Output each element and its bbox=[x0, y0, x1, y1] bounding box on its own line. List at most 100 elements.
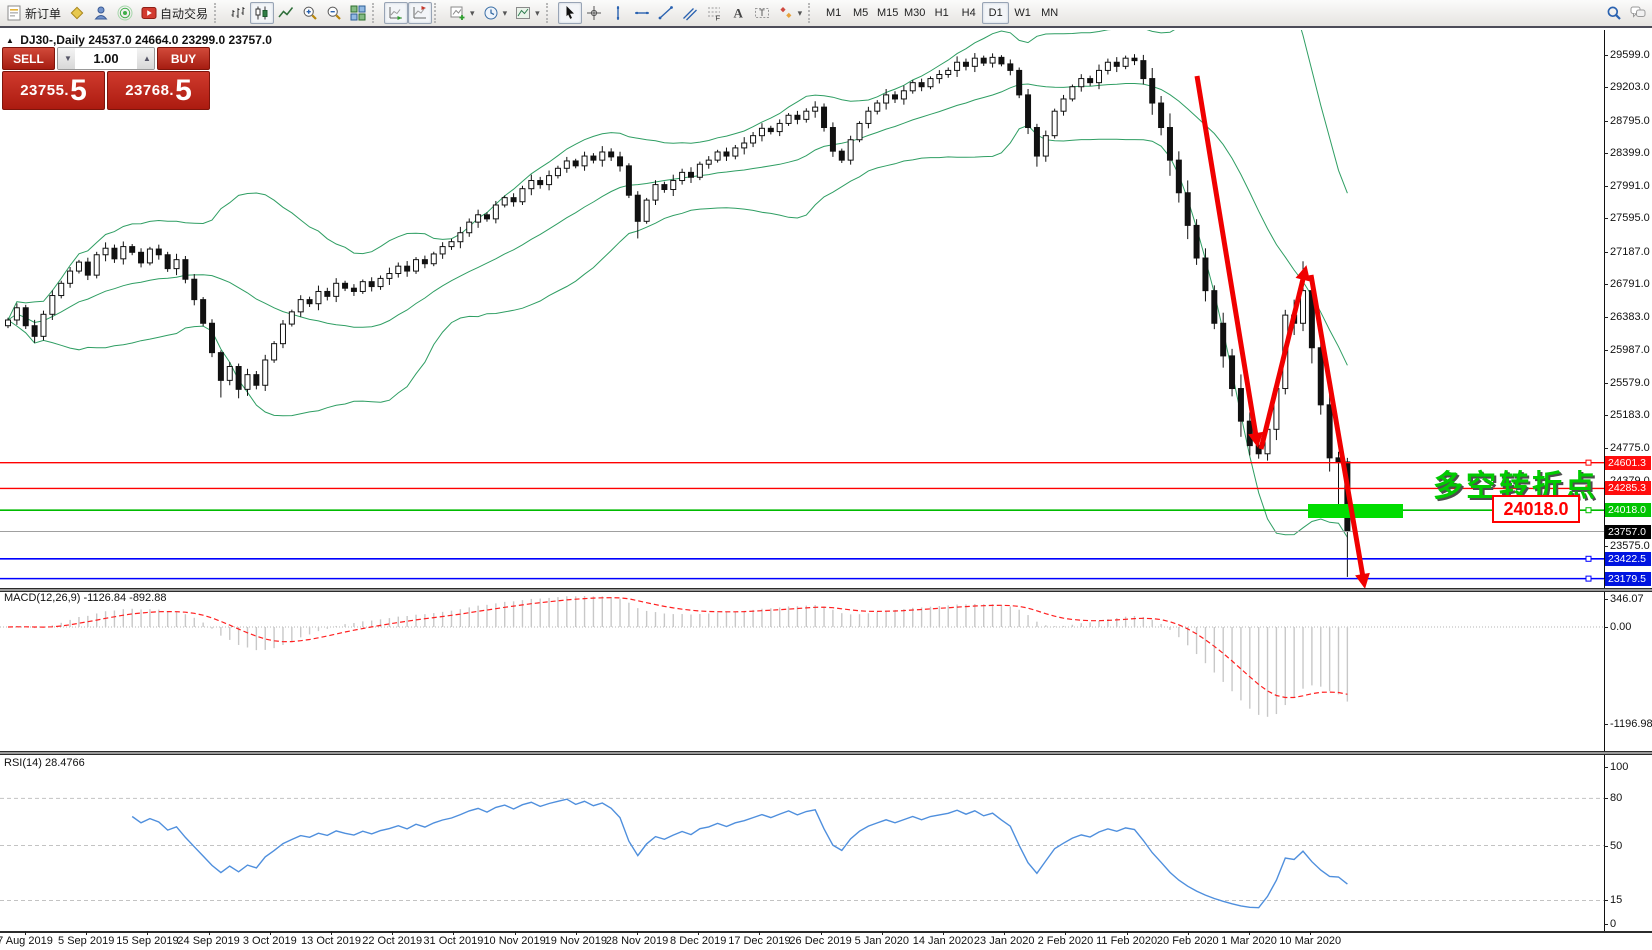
timeframe-m30[interactable]: M30 bbox=[901, 2, 928, 24]
toolbar-grip[interactable] bbox=[545, 3, 554, 23]
cursor-button[interactable] bbox=[557, 2, 582, 24]
macd-axis-label: 346.07 bbox=[1610, 592, 1644, 605]
chevron-down-icon: ▾ bbox=[535, 7, 540, 18]
candles-icon bbox=[255, 6, 268, 20]
bollinger-lower-band[interactable] bbox=[7, 124, 1348, 538]
timeframe-h1[interactable]: H1 bbox=[928, 2, 955, 24]
bar-chart-icon bbox=[231, 7, 245, 18]
svg-text:F: F bbox=[715, 14, 720, 22]
trend-arrow[interactable] bbox=[1194, 75, 1263, 448]
volume-stepper: ▼ ▲ bbox=[57, 47, 155, 70]
line-anchor[interactable] bbox=[1585, 507, 1592, 514]
zoom-in-button[interactable] bbox=[298, 2, 322, 24]
tile-windows-button[interactable] bbox=[346, 2, 370, 24]
zoom-out-button[interactable] bbox=[322, 2, 346, 24]
timeframe-h1-label: H1 bbox=[934, 7, 949, 19]
toolbar-grip[interactable] bbox=[808, 3, 816, 23]
toolbar-grip[interactable] bbox=[434, 3, 442, 23]
horizontal-line-button[interactable] bbox=[630, 2, 654, 24]
buy-button[interactable]: BUY bbox=[157, 47, 210, 70]
sell-button[interactable]: SELL bbox=[2, 47, 55, 70]
timeframe-m1[interactable]: M1 bbox=[820, 2, 847, 24]
crosshair-button[interactable] bbox=[582, 2, 606, 24]
price-badge: 23179.5 bbox=[1605, 571, 1651, 586]
rsi-line[interactable] bbox=[131, 798, 1348, 909]
line-anchor[interactable] bbox=[1585, 485, 1592, 492]
sell-price[interactable]: 23755. 5 bbox=[2, 71, 105, 110]
volume-increase-button[interactable]: ▲ bbox=[137, 48, 154, 69]
chart-shift-icon bbox=[413, 6, 427, 19]
date-axis-label: 3 Oct 2019 bbox=[242, 935, 297, 947]
text-button[interactable]: A bbox=[726, 2, 750, 24]
bar-chart-button[interactable] bbox=[226, 2, 250, 24]
high-value: 24664.0 bbox=[135, 33, 179, 47]
templates-button[interactable]: ▾ bbox=[511, 2, 544, 24]
timeframe-h4[interactable]: H4 bbox=[955, 2, 982, 24]
rsi-indicator-pane[interactable] bbox=[0, 755, 1604, 931]
line-chart-button[interactable] bbox=[274, 2, 298, 24]
volume-input[interactable] bbox=[75, 48, 137, 69]
shapes-button[interactable]: ▾ bbox=[774, 2, 807, 24]
channel-button[interactable] bbox=[678, 2, 702, 24]
toolbar-grip[interactable] bbox=[214, 3, 222, 23]
candlestick-chart-button[interactable] bbox=[250, 2, 275, 24]
timeframe-w1[interactable]: W1 bbox=[1009, 2, 1036, 24]
new-chart-button[interactable]: ▾ bbox=[446, 2, 479, 24]
timeframe-m5[interactable]: M5 bbox=[847, 2, 874, 24]
fibonacci-icon: F bbox=[707, 7, 720, 22]
pane-separator[interactable] bbox=[0, 588, 1652, 592]
bollinger-upper-band[interactable] bbox=[7, 30, 1348, 321]
search-button[interactable] bbox=[1602, 2, 1626, 24]
trend-arrow[interactable] bbox=[1258, 265, 1311, 450]
timeframe-mn[interactable]: MN bbox=[1036, 2, 1063, 24]
signals-button[interactable] bbox=[113, 2, 137, 24]
market-watch-button[interactable] bbox=[89, 2, 113, 24]
date-axis-label: 14 Jan 2020 bbox=[912, 935, 974, 947]
rsi-axis-label: 80 bbox=[1610, 792, 1623, 805]
auto-trading-button[interactable]: 自动交易 bbox=[137, 2, 212, 24]
text-label-button[interactable]: T bbox=[750, 2, 774, 24]
buy-price[interactable]: 23768. 5 bbox=[107, 71, 210, 110]
trendline-icon bbox=[658, 6, 673, 20]
line-anchor[interactable] bbox=[1585, 555, 1592, 562]
price-axis-label: 23575.0 bbox=[1610, 540, 1650, 553]
line-anchor[interactable] bbox=[1585, 459, 1592, 466]
chart-shift-button[interactable] bbox=[408, 2, 433, 24]
rsi-axis-label: 15 bbox=[1610, 894, 1623, 907]
price-level-callout[interactable]: 24018.0 bbox=[1492, 495, 1580, 523]
bollinger-middle-band[interactable] bbox=[7, 83, 1348, 366]
collapse-icon[interactable]: ▲ bbox=[6, 36, 14, 45]
periods-button[interactable]: ▾ bbox=[479, 2, 512, 24]
price-axis-border bbox=[1604, 30, 1605, 931]
rsi-label: RSI(14) 28.4766 bbox=[4, 757, 85, 769]
highlight-rectangle[interactable] bbox=[1308, 504, 1403, 518]
search-icon bbox=[1607, 6, 1621, 20]
date-axis-label: 2 Feb 2020 bbox=[1037, 935, 1094, 947]
vertical-line-button[interactable] bbox=[606, 2, 630, 24]
line-chart-icon bbox=[278, 7, 294, 18]
timeframe-m15[interactable]: M15 bbox=[874, 2, 901, 24]
date-axis-label: 17 Dec 2019 bbox=[728, 935, 791, 947]
toolbar-grip[interactable] bbox=[372, 3, 380, 23]
macd-indicator-pane[interactable] bbox=[0, 594, 1604, 751]
line-anchor[interactable] bbox=[1585, 575, 1592, 582]
chart-profiles-button[interactable] bbox=[65, 2, 89, 24]
chevron-down-icon: ▾ bbox=[797, 7, 803, 18]
main-price-chart[interactable] bbox=[0, 30, 1604, 591]
pane-separator[interactable] bbox=[0, 751, 1652, 755]
fibonacci-button[interactable]: F bbox=[702, 2, 726, 24]
rsi-axis-label: 100 bbox=[1610, 761, 1629, 773]
price-badge: 24601.3 bbox=[1605, 455, 1651, 470]
auto-scroll-button[interactable] bbox=[384, 2, 409, 24]
trend-arrow[interactable] bbox=[1308, 274, 1370, 589]
volume-decrease-button[interactable]: ▼ bbox=[58, 48, 75, 69]
market-watch-icon bbox=[94, 6, 108, 20]
timeframe-d1[interactable]: D1 bbox=[982, 2, 1010, 24]
price-axis-label: 27187.0 bbox=[1610, 245, 1650, 258]
chat-button[interactable] bbox=[1626, 2, 1650, 24]
trendline-button[interactable] bbox=[654, 2, 678, 24]
price-badge: 23757.0 bbox=[1605, 524, 1651, 539]
new-order-button[interactable]: 新订单 bbox=[2, 2, 65, 24]
macd-signal-line[interactable] bbox=[7, 597, 1348, 699]
